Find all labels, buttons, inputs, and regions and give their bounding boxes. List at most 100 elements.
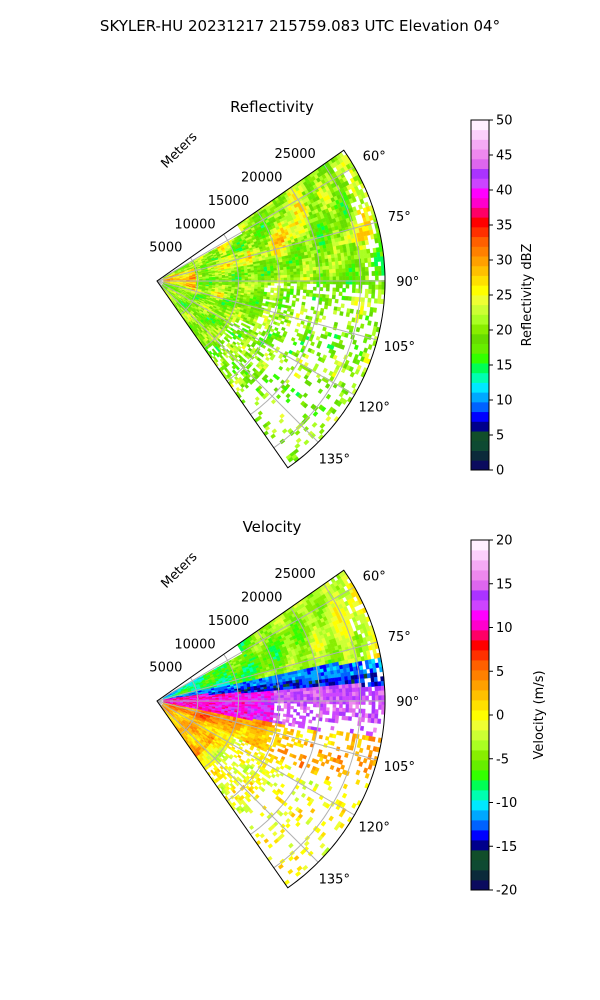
azimuth-tick-label: 105° xyxy=(384,340,415,355)
field-cell xyxy=(251,274,255,277)
field-cell xyxy=(359,323,365,329)
field-cell xyxy=(309,263,313,268)
field-cell xyxy=(366,302,372,308)
field-cell xyxy=(303,286,307,291)
field-cell xyxy=(319,311,324,316)
field-cell xyxy=(317,318,323,323)
colorbar-segment xyxy=(471,275,489,286)
field-cell xyxy=(270,289,275,293)
field-cell xyxy=(247,282,252,285)
field-cell xyxy=(287,277,291,281)
field-cell xyxy=(279,267,284,271)
field-cell xyxy=(273,270,278,274)
field-cell xyxy=(335,268,340,274)
field-cell xyxy=(305,292,310,297)
colorbar-segment xyxy=(471,149,489,160)
field-cell xyxy=(279,358,285,364)
field-cell xyxy=(286,266,291,270)
field-cell xyxy=(341,264,346,269)
field-cell xyxy=(334,261,339,266)
field-cell xyxy=(269,297,274,301)
field-cell xyxy=(295,437,302,444)
field-cell xyxy=(352,275,356,281)
field-cell xyxy=(365,275,369,281)
field-cell xyxy=(361,271,366,277)
field-cell xyxy=(266,296,270,300)
field-cell xyxy=(325,294,330,299)
colorbar-segment xyxy=(471,217,489,228)
colorbar-segment xyxy=(471,178,489,189)
field-cell xyxy=(279,290,284,294)
field-cell xyxy=(351,259,356,265)
field-cell xyxy=(286,263,290,268)
field-cell xyxy=(270,268,274,272)
field-cell xyxy=(362,337,368,344)
field-cell xyxy=(335,283,340,289)
field-cell xyxy=(266,266,271,270)
field-cell xyxy=(354,300,359,306)
colorbar-segment xyxy=(471,236,489,247)
field-cell xyxy=(322,283,327,288)
field-cell xyxy=(345,268,350,273)
field-cell xyxy=(282,296,287,300)
field-cell xyxy=(331,294,336,300)
field-cell xyxy=(263,352,269,358)
colorbar-segment xyxy=(471,226,489,238)
field-cell xyxy=(349,308,354,314)
colorbar-segment xyxy=(471,401,489,413)
field-cell xyxy=(339,272,343,277)
field-cell xyxy=(302,264,307,269)
field-cell xyxy=(373,321,379,328)
field-cell xyxy=(332,268,337,274)
colorbar-segment xyxy=(471,265,489,276)
colorbar-segment xyxy=(471,324,489,335)
field-cell xyxy=(353,344,359,351)
field-cell xyxy=(279,413,285,419)
field-cell xyxy=(260,275,265,279)
field-cell xyxy=(325,265,330,270)
field-cell xyxy=(348,276,353,281)
field-cell xyxy=(275,394,282,400)
azimuth-tick-label: 120° xyxy=(359,400,390,415)
field-cell xyxy=(280,275,285,279)
colorbar-segment xyxy=(471,139,489,150)
field-cell xyxy=(272,297,277,301)
field-cell xyxy=(312,296,316,301)
field-cell xyxy=(339,276,343,281)
field-cell xyxy=(306,273,311,278)
field-cell xyxy=(322,294,326,299)
field-cell xyxy=(251,276,255,279)
field-cell xyxy=(285,393,291,399)
field-cell xyxy=(328,261,333,267)
range-tick-label: 25000 xyxy=(274,147,315,162)
field-cell xyxy=(212,278,216,280)
field-cell xyxy=(339,311,344,316)
field-cell xyxy=(349,371,356,378)
field-cell xyxy=(348,263,353,269)
field-cell xyxy=(292,259,297,264)
field-cell xyxy=(321,259,326,264)
field-cell xyxy=(278,365,284,371)
field-cell xyxy=(303,426,310,432)
field-cell xyxy=(283,272,288,276)
colorbar-segment xyxy=(471,421,489,432)
field-cell xyxy=(235,386,241,392)
field-cell xyxy=(270,270,275,274)
field-cell xyxy=(371,289,376,295)
field-cell xyxy=(236,341,241,346)
field-cell xyxy=(271,304,276,309)
field-cell xyxy=(294,429,301,436)
field-cell xyxy=(257,273,262,277)
field-cell xyxy=(364,266,369,272)
field-cell xyxy=(247,274,252,278)
field-cell xyxy=(270,399,277,405)
field-cell xyxy=(371,270,376,276)
field-cell xyxy=(344,296,349,301)
field-cell xyxy=(268,378,274,384)
field-cell xyxy=(289,288,294,293)
field-cell xyxy=(344,256,349,261)
reflectivity-field xyxy=(160,151,386,463)
field-cell xyxy=(342,276,347,281)
field-cell xyxy=(376,251,381,258)
field-cell xyxy=(377,298,382,304)
